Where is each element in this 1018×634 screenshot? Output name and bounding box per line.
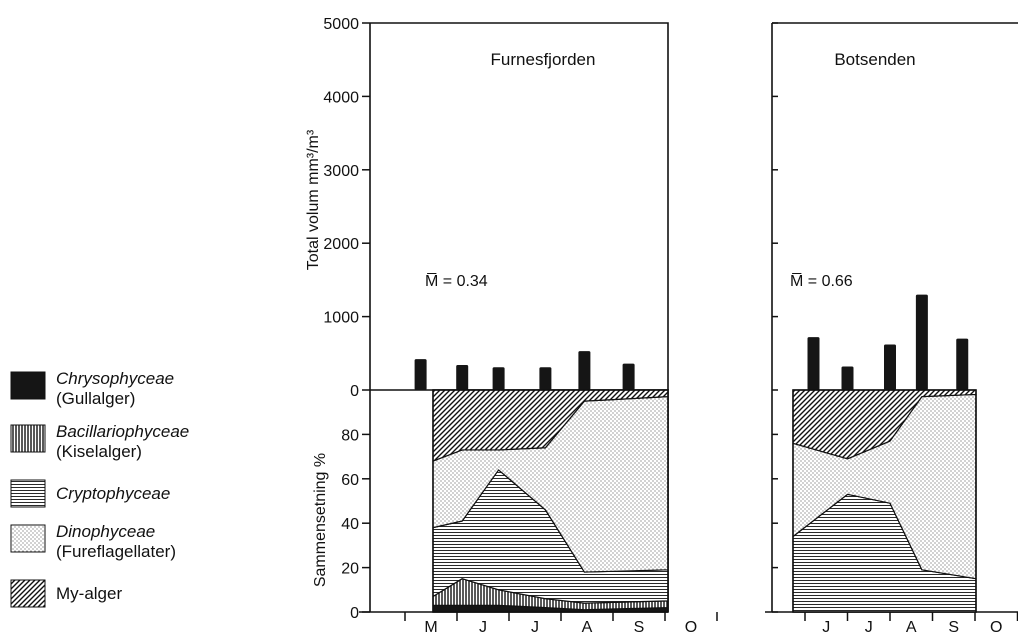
furnesfjorden-volume-bar [414, 359, 427, 390]
botsenden-volume-bar [841, 366, 854, 390]
legend: Chrysophyceae(Gullalger) Bacillariophycea… [10, 369, 189, 608]
ytick-label-percent: 80 [341, 427, 359, 444]
furnesfjorden-month-label: O [685, 619, 697, 634]
botsenden-volume-bar [807, 337, 820, 390]
ytick-label-volume: 2000 [323, 236, 359, 253]
botsenden-title: Botsenden [834, 50, 915, 69]
legend-sublabel-chrysophyceae: (Gullalger) [56, 389, 135, 408]
legend-label-bacillariophyceae: Bacillariophyceae [56, 422, 189, 441]
furnesfjorden-volume-bar [622, 363, 635, 390]
ytick-label-percent: 0 [350, 605, 359, 622]
botsenden-month-label: A [906, 619, 917, 634]
legend-swatch-cryptophyceae [10, 479, 46, 508]
furnesfjorden-mean-label: M̅ = 0.34 [425, 272, 488, 290]
furnesfjorden-month-label: J [531, 619, 539, 634]
furnesfjorden-volume-bar [578, 351, 591, 390]
botsenden-month-label: J [822, 619, 830, 634]
legend-label-chrysophyceae: Chrysophyceae [56, 369, 174, 388]
legend-item-cryptophyceae: Cryptophyceae [10, 479, 170, 508]
furnesfjorden-volume-bar [539, 367, 552, 390]
legend-swatch-bacillariophyceae [10, 424, 46, 453]
furnesfjorden-ylabel: Total volum mm³/m³ [305, 129, 322, 270]
botsenden-volume-bar [956, 338, 969, 390]
legend-item-myalger: My-alger [10, 579, 122, 608]
furnesfjorden-composition-frame [432, 389, 669, 613]
botsenden-mean-label: M̅ = 0.66 [790, 272, 853, 290]
ytick-label-volume: 5000 [323, 16, 359, 33]
furnesfjorden-month-label: J [479, 619, 487, 634]
furnesfjorden-title: Furnesfjorden [491, 50, 596, 69]
legend-item-bacillariophyceae: Bacillariophyceae(Kiselalger) [10, 422, 189, 461]
furnesfjorden-month-label: S [634, 619, 645, 634]
ytick-label-volume: 1000 [323, 310, 359, 327]
botsenden-composition-frame [792, 389, 977, 613]
legend-item-chrysophyceae: Chrysophyceae(Gullalger) [10, 369, 174, 408]
legend-label-cryptophyceae: Cryptophyceae [56, 484, 170, 503]
ytick-label-percent: 40 [341, 516, 359, 533]
ytick-label-volume: 4000 [323, 89, 359, 106]
furnesfjorden-volume-bar [456, 365, 469, 390]
furnesfjorden-month-label: A [582, 619, 593, 634]
ytick-label-percent: 60 [341, 472, 359, 489]
ytick-label-percent: 20 [341, 561, 359, 578]
legend-sublabel-dinophyceae: (Fureflagellater) [56, 542, 176, 561]
botsenden-month-label: J [865, 619, 873, 634]
botsenden-volume-panel: Botsenden M̅ = 0.66 [771, 22, 1018, 390]
furnesfjorden-month-label: M [424, 619, 437, 634]
legend-swatch-chrysophyceae [10, 371, 46, 400]
legend-sublabel-bacillariophyceae: (Kiselalger) [56, 442, 142, 461]
furnesfjorden-volume-panel: Furnesfjorden M̅ = 0.34 Total volum mm³/… [305, 22, 669, 390]
botsenden-volume-bar [915, 294, 928, 390]
composition-ylabel: Sammensetning % [312, 453, 329, 587]
legend-label-dinophyceae: Dinophyceae [56, 522, 155, 541]
legend-label-myalger: My-alger [56, 584, 122, 603]
botsenden-month-label: S [948, 619, 959, 634]
ytick-label-volume: 0 [350, 383, 359, 400]
chart-marks: 0 1000 2000 3000 4000 5000 0 20 40 60 80 M J J A S O J J A S… [323, 16, 1018, 634]
furnesfjorden-volume-bar [492, 367, 505, 390]
legend-item-dinophyceae: Dinophyceae(Fureflagellater) [10, 522, 176, 561]
ytick-label-volume: 3000 [323, 163, 359, 180]
legend-swatch-dinophyceae [10, 524, 46, 553]
legend-swatch-myalger [10, 579, 46, 608]
botsenden-month-label: O [990, 619, 1002, 634]
botsenden-volume-bar [884, 344, 896, 390]
